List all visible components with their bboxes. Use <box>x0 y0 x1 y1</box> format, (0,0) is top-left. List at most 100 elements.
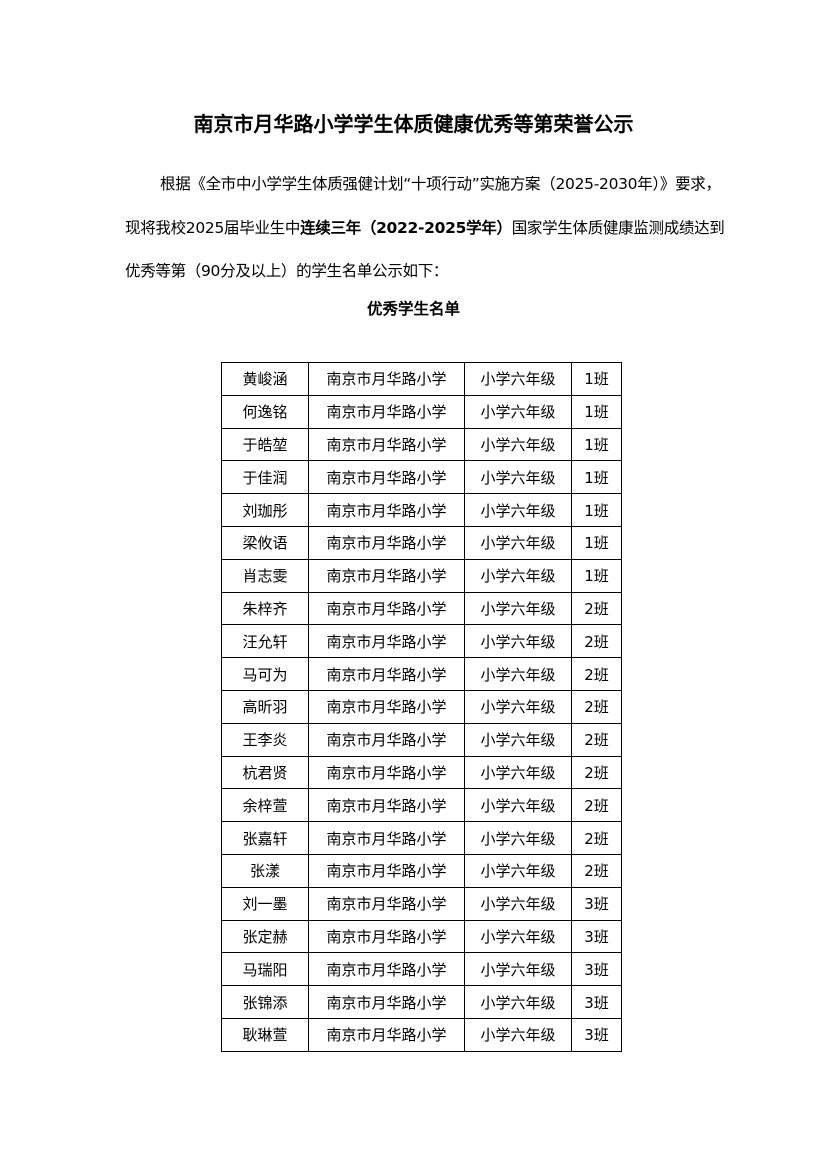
table-row: 梁攸语 南京市月华路小学 小学六年级 1班 <box>221 525 622 560</box>
class-cell: 1班 <box>571 493 622 527</box>
table-row: 刘一墨 南京市月华路小学 小学六年级 3班 <box>221 886 622 921</box>
table-row: 余梓萱 南京市月华路小学 小学六年级 2班 <box>221 788 622 823</box>
table-row: 耿琳萱 南京市月华路小学 小学六年级 3班 <box>221 1017 622 1052</box>
student-name-cell: 杭君贤 <box>221 755 309 790</box>
class-cell: 2班 <box>571 657 622 691</box>
intro-paragraph: 根据《全市中小学学生体质强健计划“十项行动”实施方案（2025-2030年）》要… <box>125 163 725 294</box>
student-name-cell: 张定赫 <box>221 919 309 954</box>
class-cell: 1班 <box>571 558 622 593</box>
student-name-cell: 梁攸语 <box>221 525 309 560</box>
grade-cell: 小学六年级 <box>464 657 572 691</box>
table-row: 刘珈彤 南京市月华路小学 小学六年级 1班 <box>221 493 622 527</box>
class-cell: 2班 <box>571 821 622 855</box>
grade-cell: 小学六年级 <box>464 919 572 954</box>
grade-cell: 小学六年级 <box>464 362 572 396</box>
list-title: 优秀学生名单 <box>366 300 460 318</box>
grade-cell: 小学六年级 <box>464 952 572 987</box>
grade-cell: 小学六年级 <box>464 558 572 593</box>
table-row: 王李炎 南京市月华路小学 小学六年级 2班 <box>221 722 622 757</box>
grade-cell: 小学六年级 <box>464 821 572 855</box>
grade-cell: 小学六年级 <box>464 722 572 757</box>
student-name-cell: 刘珈彤 <box>221 493 309 527</box>
grade-cell: 小学六年级 <box>464 493 572 527</box>
student-name-cell: 王李炎 <box>221 722 309 757</box>
table-row: 黄峻涵 南京市月华路小学 小学六年级 1班 <box>221 362 622 396</box>
class-cell: 2班 <box>571 755 622 790</box>
school-cell: 南京市月华路小学 <box>308 427 465 462</box>
page-title: 南京市月华路小学学生体质健康优秀等第荣誉公示 <box>193 112 634 136</box>
school-cell: 南京市月华路小学 <box>308 657 465 691</box>
school-cell: 南京市月华路小学 <box>308 788 465 823</box>
table-row: 马可为 南京市月华路小学 小学六年级 2班 <box>221 657 622 691</box>
table-row: 于皓堃 南京市月华路小学 小学六年级 1班 <box>221 427 622 462</box>
class-cell: 2班 <box>571 624 622 659</box>
intro-text-1: 根据《全市中小学学生体质强健计划“十项行动”实施方案（2025-2030年）》要… <box>125 175 721 237</box>
school-cell: 南京市月华路小学 <box>308 624 465 659</box>
table-row: 张定赫 南京市月华路小学 小学六年级 3班 <box>221 919 622 954</box>
class-cell: 3班 <box>571 952 622 987</box>
grade-cell: 小学六年级 <box>464 1017 572 1052</box>
class-cell: 2班 <box>571 591 622 626</box>
student-name-cell: 肖志雯 <box>221 558 309 593</box>
school-cell: 南京市月华路小学 <box>308 755 465 790</box>
school-cell: 南京市月华路小学 <box>308 525 465 560</box>
grade-cell: 小学六年级 <box>464 591 572 626</box>
table-row: 张锦添 南京市月华路小学 小学六年级 3班 <box>221 985 622 1019</box>
school-cell: 南京市月华路小学 <box>308 689 465 724</box>
grade-cell: 小学六年级 <box>464 755 572 790</box>
grade-cell: 小学六年级 <box>464 985 572 1019</box>
grade-cell: 小学六年级 <box>464 427 572 462</box>
student-name-cell: 黄峻涵 <box>221 362 309 396</box>
grade-cell: 小学六年级 <box>464 689 572 724</box>
student-name-cell: 马可为 <box>221 657 309 691</box>
student-table: 黄峻涵 南京市月华路小学 小学六年级 1班 何逸铭 南京市月华路小学 小学六年级 1班 于皓堃南… <box>221 362 622 1052</box>
table-row: 张嘉轩 南京市月华路小学 小学六年级 2班 <box>221 821 622 855</box>
class-cell: 2班 <box>571 722 622 757</box>
student-name-cell: 耿琳萱 <box>221 1017 309 1052</box>
school-cell: 南京市月华路小学 <box>308 460 465 495</box>
school-cell: 南京市月华路小学 <box>308 1017 465 1052</box>
class-cell: 1班 <box>571 525 622 560</box>
school-cell: 南京市月华路小学 <box>308 722 465 757</box>
class-cell: 2班 <box>571 689 622 724</box>
intro-text-bold: 连续三年（2022-2025学年） <box>300 218 512 237</box>
table-row: 汪允轩 南京市月华路小学 小学六年级 2班 <box>221 624 622 659</box>
school-cell: 南京市月华路小学 <box>308 493 465 527</box>
school-cell: 南京市月华路小学 <box>308 853 465 888</box>
student-name-cell: 高昕羽 <box>221 689 309 724</box>
class-cell: 1班 <box>571 362 622 396</box>
school-cell: 南京市月华路小学 <box>308 886 465 921</box>
grade-cell: 小学六年级 <box>464 853 572 888</box>
table-row: 朱梓齐 南京市月华路小学 小学六年级 2班 <box>221 591 622 626</box>
school-cell: 南京市月华路小学 <box>308 591 465 626</box>
table-row: 杭君贤 南京市月华路小学 小学六年级 2班 <box>221 755 622 790</box>
school-cell: 南京市月华路小学 <box>308 362 465 396</box>
class-cell: 3班 <box>571 1017 622 1052</box>
student-name-cell: 余梓萱 <box>221 788 309 823</box>
student-name-cell: 何逸铭 <box>221 394 309 429</box>
school-cell: 南京市月华路小学 <box>308 558 465 593</box>
grade-cell: 小学六年级 <box>464 886 572 921</box>
grade-cell: 小学六年级 <box>464 624 572 659</box>
grade-cell: 小学六年级 <box>464 525 572 560</box>
class-cell: 3班 <box>571 985 622 1019</box>
table-row: 高昕羽 南京市月华路小学 小学六年级 2班 <box>221 689 622 724</box>
school-cell: 南京市月华路小学 <box>308 919 465 954</box>
grade-cell: 小学六年级 <box>464 394 572 429</box>
school-cell: 南京市月华路小学 <box>308 821 465 855</box>
intro-text-2: 国家学生体质健康监测成绩达到优秀等第（90分及以上）的学生名单公示如下： <box>125 218 725 281</box>
class-cell: 1班 <box>571 427 622 462</box>
grade-cell: 小学六年级 <box>464 788 572 823</box>
table-row: 于佳润 南京市月华路小学 小学六年级 1班 <box>221 460 622 495</box>
student-name-cell: 汪允轩 <box>221 624 309 659</box>
grade-cell: 小学六年级 <box>464 460 572 495</box>
school-cell: 南京市月华路小学 <box>308 394 465 429</box>
student-name-cell: 张嘉轩 <box>221 821 309 855</box>
table-row: 何逸铭 南京市月华路小学 小学六年级 1班 <box>221 394 622 429</box>
student-name-cell: 朱梓齐 <box>221 591 309 626</box>
student-name-cell: 于皓堃 <box>221 427 309 462</box>
class-cell: 2班 <box>571 853 622 888</box>
table-row: 肖志雯 南京市月华路小学 小学六年级 1班 <box>221 558 622 593</box>
student-name-cell: 刘一墨 <box>221 886 309 921</box>
school-cell: 南京市月华路小学 <box>308 952 465 987</box>
